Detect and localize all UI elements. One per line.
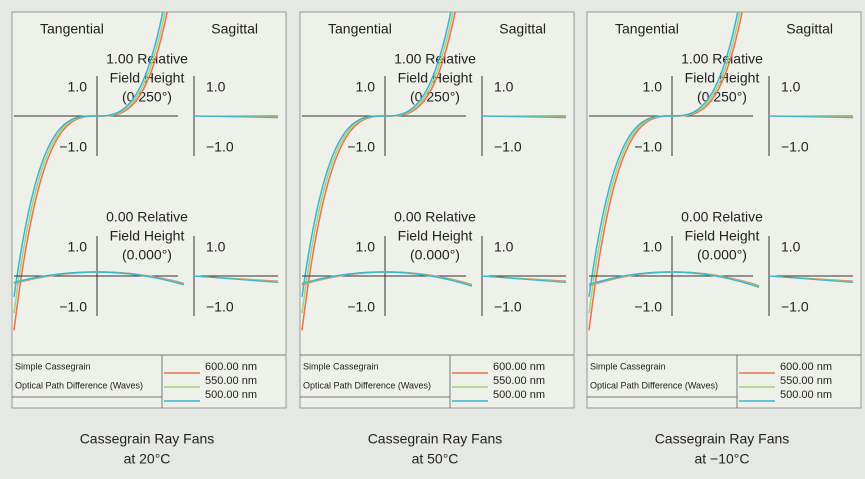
field-label: 1.00 Relative xyxy=(106,51,188,67)
tan-curve xyxy=(301,271,473,287)
sag-curve xyxy=(481,275,567,284)
sagittal-label: Sagittal xyxy=(211,21,258,37)
tan-curve xyxy=(301,12,452,297)
tan-tick: −1.0 xyxy=(347,299,375,315)
sag-tick: 1.0 xyxy=(781,239,801,255)
caption: Cassegrain Ray Fans xyxy=(80,431,215,447)
tan-tick: 1.0 xyxy=(68,239,88,255)
legend-subtitle: Optical Path Difference (Waves) xyxy=(303,380,431,390)
tan-curve xyxy=(588,271,760,289)
legend-title: Simple Cassegrain xyxy=(15,361,91,371)
sag-tick: −1.0 xyxy=(494,139,522,155)
sag-curve xyxy=(768,115,854,119)
sagittal-label: Sagittal xyxy=(499,21,546,37)
field-label: Field Height xyxy=(110,228,185,244)
legend-entry: 500.00 nm xyxy=(493,389,545,401)
panel: Tangential Sagittal 1.00 Relative Field Hei… xyxy=(299,11,575,467)
tangential-label: Tangential xyxy=(615,21,679,37)
legend-title: Simple Cassegrain xyxy=(303,361,379,371)
legend-subtitle: Optical Path Difference (Waves) xyxy=(590,380,718,390)
tan-tick: −1.0 xyxy=(634,139,662,155)
tangential-label: Tangential xyxy=(40,21,104,37)
panel: Tangential Sagittal 1.00 Relative Field Hei… xyxy=(586,11,862,467)
sagittal-label: Sagittal xyxy=(786,21,833,37)
caption: Cassegrain Ray Fans xyxy=(655,431,790,447)
field-label: 0.00 Relative xyxy=(394,209,476,225)
legend-entry: 500.00 nm xyxy=(780,389,832,401)
caption: Cassegrain Ray Fans xyxy=(368,431,503,447)
legend-entry: 550.00 nm xyxy=(205,375,257,387)
field-label: 0.00 Relative xyxy=(681,209,763,225)
field-label: 0.00 Relative xyxy=(106,209,188,225)
tan-curve xyxy=(13,12,164,297)
field-label: Field Height xyxy=(685,228,760,244)
field-label: (0.000°) xyxy=(122,247,172,263)
field-label: 1.00 Relative xyxy=(394,51,476,67)
tan-tick: −1.0 xyxy=(59,299,87,315)
caption: at 20°C xyxy=(124,451,171,467)
sag-tick: −1.0 xyxy=(781,299,809,315)
legend-entry: 600.00 nm xyxy=(780,361,832,373)
legend-entry: 550.00 nm xyxy=(493,375,545,387)
tan-tick: 1.0 xyxy=(356,239,376,255)
sag-tick: −1.0 xyxy=(206,139,234,155)
tan-tick: 1.0 xyxy=(643,79,663,95)
sag-curve xyxy=(481,115,567,119)
sag-curve xyxy=(768,275,854,284)
sag-tick: 1.0 xyxy=(206,79,226,95)
sag-tick: −1.0 xyxy=(206,299,234,315)
field-label: (0.000°) xyxy=(697,247,747,263)
caption: at −10°C xyxy=(694,451,749,467)
tan-tick: 1.0 xyxy=(356,79,376,95)
tan-tick: −1.0 xyxy=(59,139,87,155)
field-label: (0.000°) xyxy=(410,247,460,263)
panel: Tangential Sagittal 1.00 Relative Field Hei… xyxy=(11,11,287,467)
sag-curve xyxy=(193,115,279,119)
tan-tick: −1.0 xyxy=(347,139,375,155)
tan-curve xyxy=(13,271,185,286)
legend-entry: 550.00 nm xyxy=(780,375,832,387)
sag-curve xyxy=(193,275,279,284)
caption: at 50°C xyxy=(412,451,459,467)
field-label: Field Height xyxy=(398,228,473,244)
tangential-label: Tangential xyxy=(328,21,392,37)
sag-tick: 1.0 xyxy=(494,239,514,255)
field-label: 1.00 Relative xyxy=(681,51,763,67)
tan-curve xyxy=(588,12,739,297)
tan-tick: −1.0 xyxy=(634,299,662,315)
legend-subtitle: Optical Path Difference (Waves) xyxy=(15,380,143,390)
legend-entry: 600.00 nm xyxy=(205,361,257,373)
sag-tick: 1.0 xyxy=(781,79,801,95)
sag-tick: 1.0 xyxy=(206,239,226,255)
tan-tick: 1.0 xyxy=(643,239,663,255)
tan-tick: 1.0 xyxy=(68,79,88,95)
sag-tick: 1.0 xyxy=(494,79,514,95)
legend-title: Simple Cassegrain xyxy=(590,361,666,371)
legend-entry: 600.00 nm xyxy=(493,361,545,373)
sag-tick: −1.0 xyxy=(494,299,522,315)
sag-tick: −1.0 xyxy=(781,139,809,155)
legend-entry: 500.00 nm xyxy=(205,389,257,401)
